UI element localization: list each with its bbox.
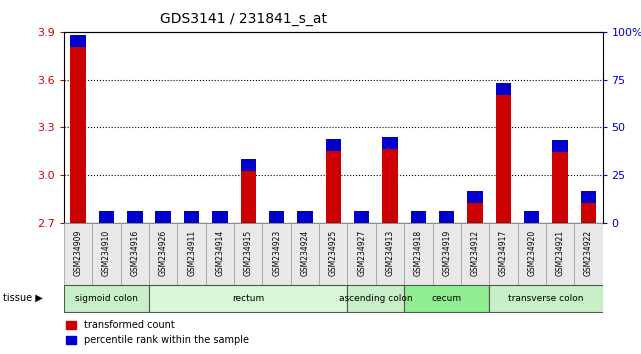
Bar bbox=[291, 223, 319, 285]
Text: GSM234912: GSM234912 bbox=[470, 230, 479, 276]
Bar bbox=[404, 285, 489, 312]
Text: GSM234920: GSM234920 bbox=[527, 230, 536, 276]
Bar bbox=[404, 223, 433, 285]
Bar bbox=[92, 223, 121, 285]
Bar bbox=[297, 215, 313, 223]
Bar bbox=[121, 223, 149, 285]
Text: GSM234924: GSM234924 bbox=[301, 230, 310, 276]
Bar bbox=[410, 211, 426, 223]
Text: GSM234917: GSM234917 bbox=[499, 230, 508, 276]
Bar bbox=[240, 159, 256, 223]
Bar bbox=[297, 211, 313, 223]
Text: GSM234915: GSM234915 bbox=[244, 230, 253, 276]
Bar bbox=[382, 137, 398, 223]
Bar bbox=[156, 211, 171, 223]
Text: GSM234922: GSM234922 bbox=[584, 230, 593, 276]
Bar bbox=[517, 223, 546, 285]
Text: GSM234911: GSM234911 bbox=[187, 230, 196, 276]
Text: GSM234918: GSM234918 bbox=[414, 230, 423, 276]
Bar bbox=[439, 211, 454, 223]
Bar bbox=[326, 139, 341, 223]
Text: transverse colon: transverse colon bbox=[508, 294, 583, 303]
Bar bbox=[212, 211, 228, 223]
Bar bbox=[467, 191, 483, 223]
Bar bbox=[156, 212, 171, 223]
Bar bbox=[184, 217, 199, 223]
Text: sigmoid colon: sigmoid colon bbox=[75, 294, 138, 303]
Bar bbox=[553, 140, 568, 152]
Text: GSM234913: GSM234913 bbox=[385, 230, 394, 276]
Bar bbox=[326, 139, 341, 150]
Bar bbox=[574, 223, 603, 285]
Text: GSM234919: GSM234919 bbox=[442, 230, 451, 276]
Text: GSM234909: GSM234909 bbox=[74, 229, 83, 276]
Bar bbox=[64, 285, 149, 312]
Bar bbox=[347, 285, 404, 312]
Bar bbox=[269, 211, 285, 223]
Bar bbox=[461, 223, 489, 285]
Text: tissue ▶: tissue ▶ bbox=[3, 293, 43, 303]
Bar bbox=[178, 223, 206, 285]
Bar bbox=[354, 211, 369, 223]
Text: GSM234927: GSM234927 bbox=[357, 230, 366, 276]
Text: GSM234914: GSM234914 bbox=[215, 230, 224, 276]
Text: GSM234923: GSM234923 bbox=[272, 230, 281, 276]
Bar bbox=[376, 223, 404, 285]
Bar bbox=[489, 285, 603, 312]
Bar bbox=[347, 223, 376, 285]
Bar bbox=[212, 218, 228, 223]
Bar bbox=[240, 159, 256, 171]
Bar bbox=[410, 212, 426, 223]
Text: GSM234925: GSM234925 bbox=[329, 230, 338, 276]
Text: GSM234916: GSM234916 bbox=[131, 230, 140, 276]
Legend: transformed count, percentile rank within the sample: transformed count, percentile rank withi… bbox=[63, 316, 253, 349]
Bar bbox=[524, 213, 540, 223]
Bar bbox=[433, 223, 461, 285]
Bar bbox=[262, 223, 291, 285]
Text: GSM234921: GSM234921 bbox=[556, 230, 565, 276]
Bar bbox=[581, 191, 596, 223]
Bar bbox=[64, 223, 92, 285]
Bar bbox=[495, 83, 511, 95]
Bar bbox=[127, 211, 143, 223]
Bar bbox=[71, 35, 86, 47]
Bar bbox=[127, 220, 143, 223]
Bar bbox=[206, 223, 234, 285]
Text: rectum: rectum bbox=[232, 294, 265, 303]
Bar bbox=[354, 215, 369, 223]
Bar bbox=[269, 218, 285, 223]
Text: cecum: cecum bbox=[431, 294, 462, 303]
Bar bbox=[467, 191, 483, 203]
Bar bbox=[319, 223, 347, 285]
Text: GSM234926: GSM234926 bbox=[159, 230, 168, 276]
Bar bbox=[489, 223, 517, 285]
Bar bbox=[382, 137, 398, 149]
Bar bbox=[149, 285, 347, 312]
Bar bbox=[149, 223, 178, 285]
Bar bbox=[546, 223, 574, 285]
Bar bbox=[553, 140, 568, 223]
Bar bbox=[524, 211, 540, 223]
Bar bbox=[581, 191, 596, 203]
Bar bbox=[99, 218, 114, 223]
Bar bbox=[439, 218, 454, 223]
Text: GDS3141 / 231841_s_at: GDS3141 / 231841_s_at bbox=[160, 12, 327, 27]
Bar bbox=[71, 35, 86, 223]
Bar bbox=[234, 223, 262, 285]
Bar bbox=[184, 211, 199, 223]
Bar bbox=[495, 83, 511, 223]
Text: ascending colon: ascending colon bbox=[339, 294, 413, 303]
Text: GSM234910: GSM234910 bbox=[102, 230, 111, 276]
Bar bbox=[99, 211, 114, 223]
